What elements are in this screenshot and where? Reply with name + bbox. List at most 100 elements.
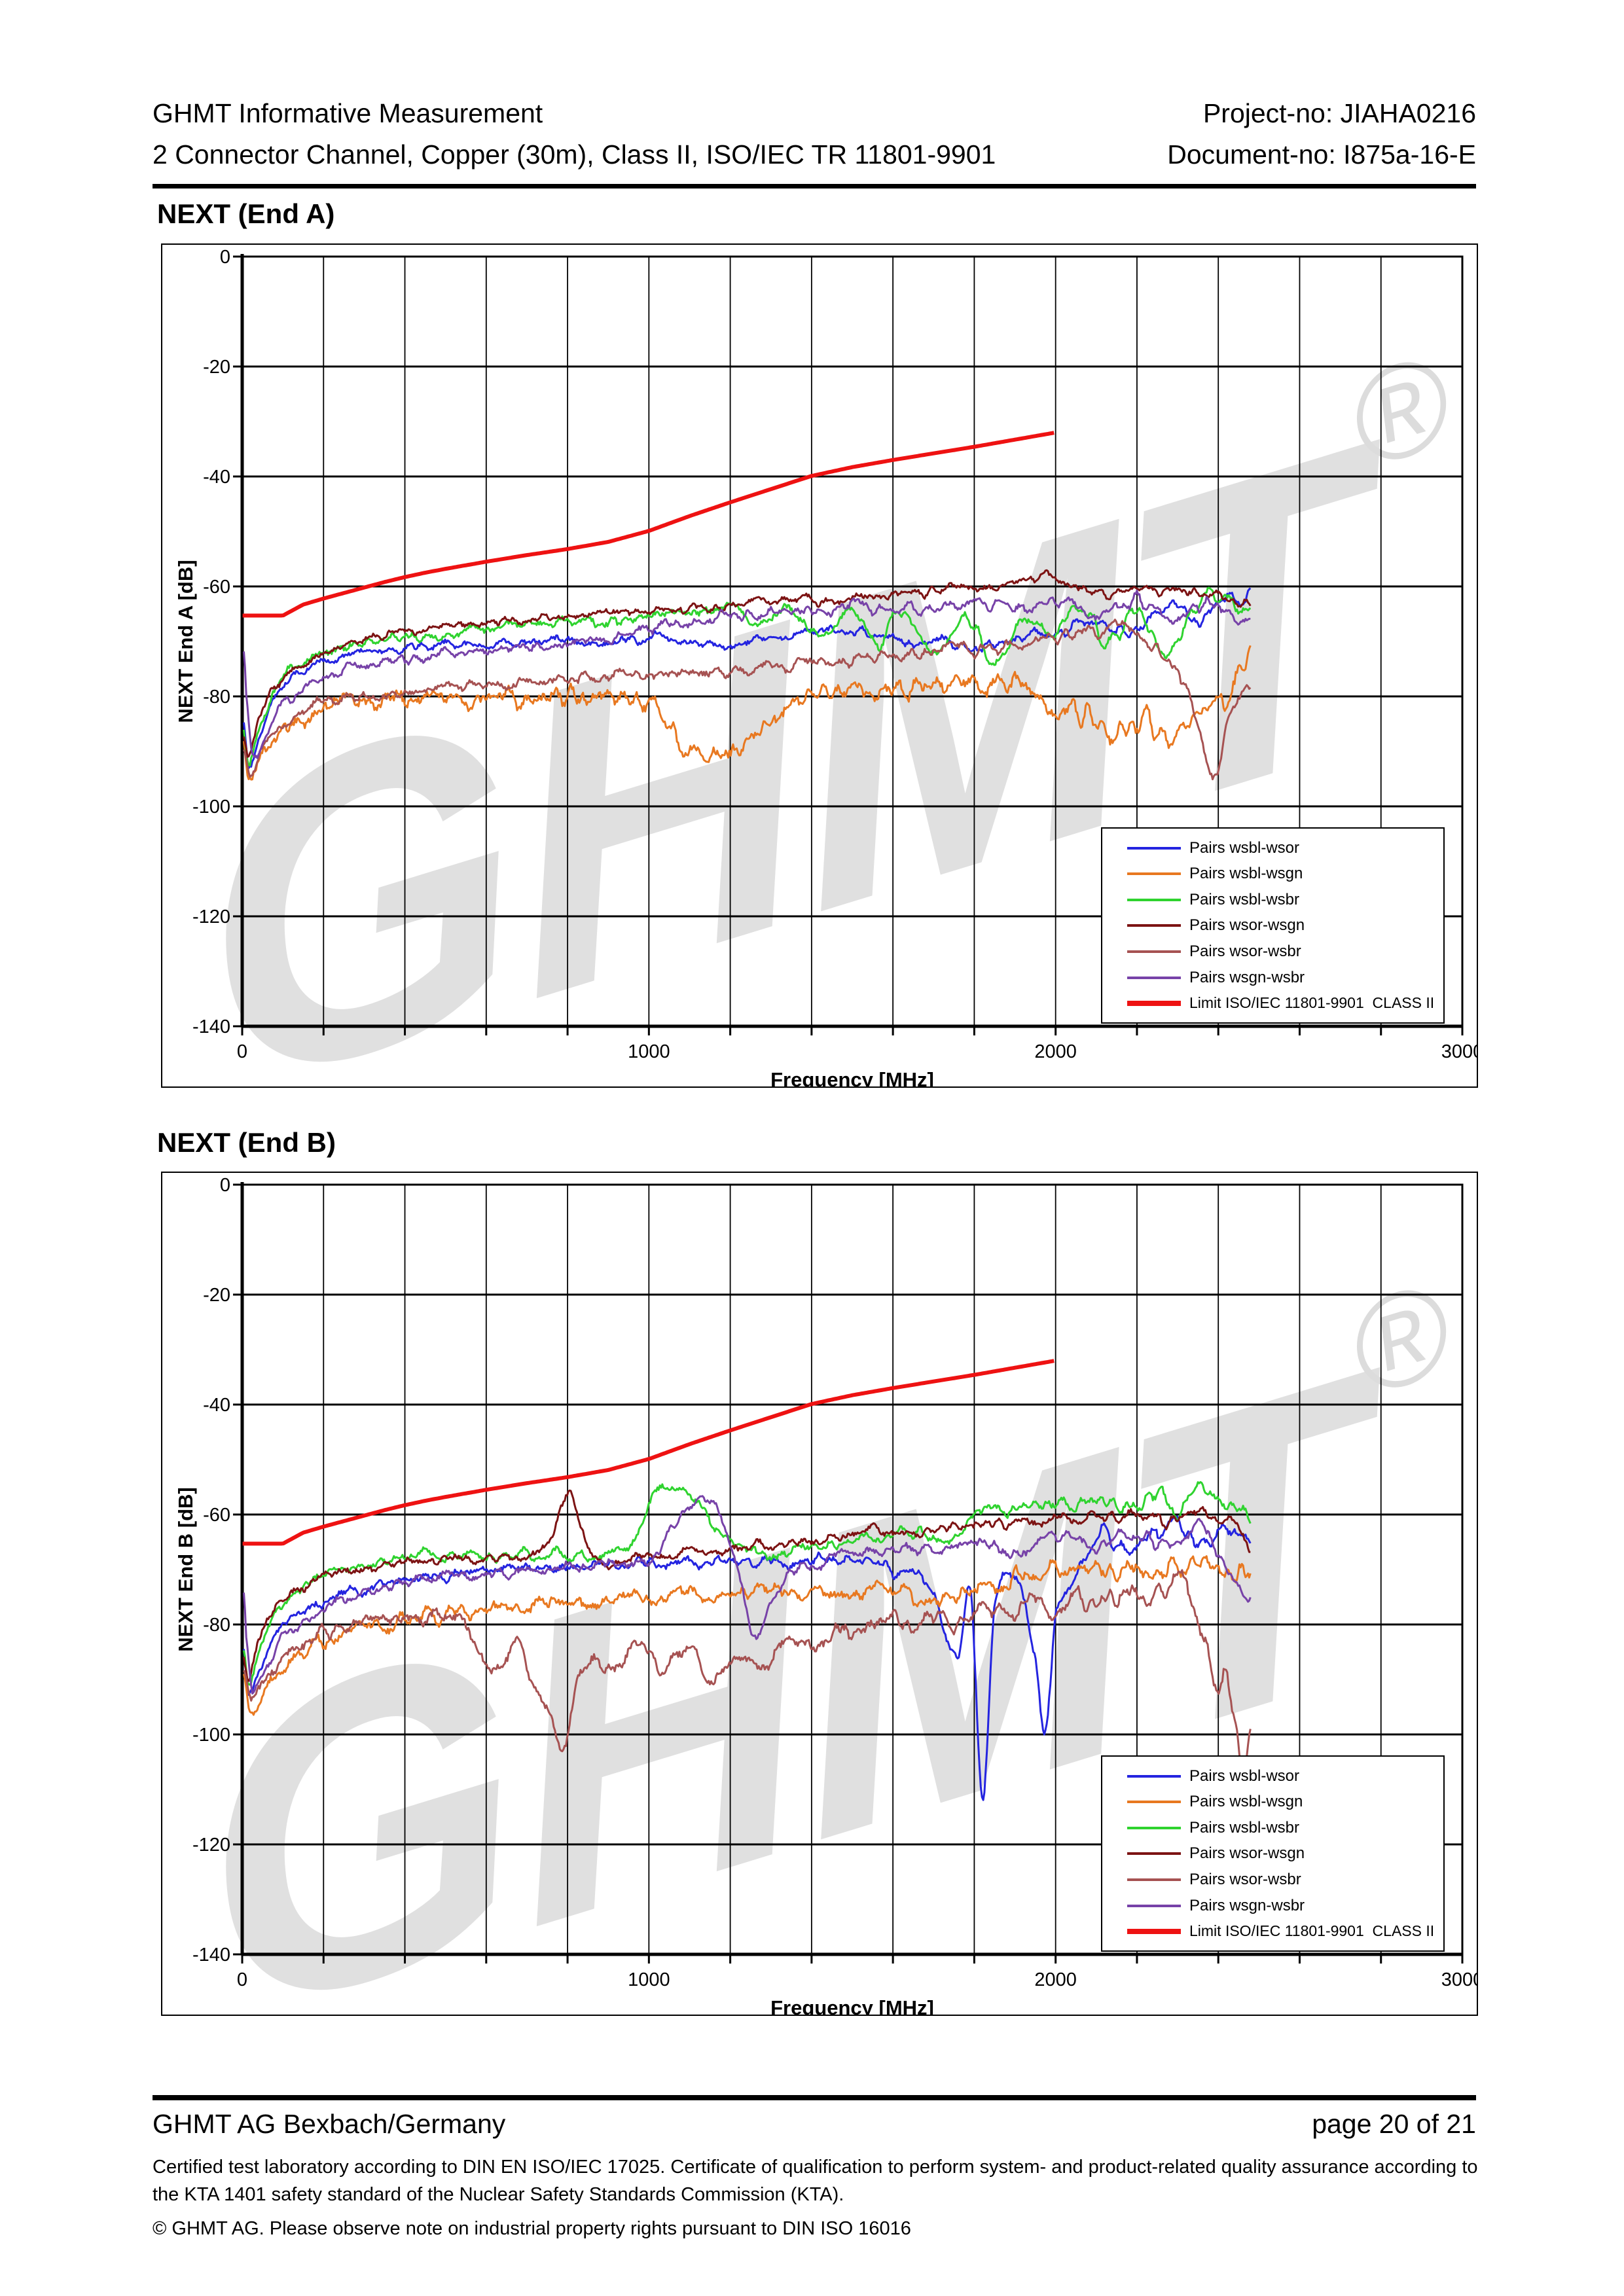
legend-item-label: Pairs wsor-wsbr [1189,942,1301,961]
series-line-pairs-wsor-wsbr [243,1569,1252,1778]
legend-line-sample [1127,898,1181,901]
legend-line-sample [1127,1000,1181,1006]
chart-b-legend: Pairs wsbl-wsor Pairs wsbl-wsgn Pairs wsbl… [1101,1755,1445,1952]
series-line-pairs-wsor-wsgn [243,569,1252,758]
legend-item: Pairs wsbl-wsor [1127,839,1439,857]
x-tick-label: 3000 [1441,1041,1478,1062]
y-tick-label: -100 [192,1725,230,1746]
x-axis-label: Frequency [MHz] [770,1068,934,1088]
x-tick-label: 1000 [628,1969,670,1990]
y-tick-label: -120 [192,906,230,927]
legend-item-label: Pairs wsbl-wsgn [1189,865,1303,883]
legend-item: Pairs wsbl-wsor [1127,1767,1439,1785]
y-axis-label: NEXT End B [dB] [174,1487,197,1651]
legend-item: Pairs wsbl-wsgn [1127,865,1439,883]
footer-certification: Certified test laboratory according to D… [153,2157,1478,2206]
series-group [242,1359,1252,1801]
y-tick-label: 0 [220,247,230,268]
legend-item: Pairs wsor-wsbr [1127,1871,1439,1889]
y-tick-label: -140 [192,1945,230,1965]
x-tick-label: 2000 [1034,1041,1077,1062]
series-line-pairs-wsbl-wsor [243,1515,1252,1801]
legend-item: Pairs wsbl-wsgn [1127,1793,1439,1811]
chart-a-legend: Pairs wsbl-wsor Pairs wsbl-wsgn Pairs wsbl… [1101,827,1445,1024]
header-title: GHMT Informative Measurement [153,98,543,128]
legend-line-sample [1127,1928,1181,1934]
legend-line-sample [1127,872,1181,876]
legend-item-label: Pairs wsor-wsbr [1189,1871,1301,1889]
footer-copyright: © GHMT AG. Please observe note on indust… [153,2218,911,2239]
header-rule [153,184,1476,188]
chart-a-title: NEXT (End A) [157,198,335,229]
x-tick-label: 3000 [1441,1969,1478,1990]
legend-item: Pairs wsgn-wsbr [1127,969,1439,987]
x-axis-label: Frequency [MHz] [770,1996,934,2016]
series-line-pairs-wsgn-wsbr [243,589,1251,759]
legend-item-label: Pairs wsbl-wsbr [1189,890,1300,908]
legend-item-label: Pairs wsbl-wsbr [1189,1818,1300,1837]
series-line-pairs-wsbl-wsbr [243,1480,1252,1686]
x-tick-label: 0 [237,1969,247,1990]
legend-line-sample [1127,976,1181,979]
legend-item-label: Pairs wsgn-wsbr [1189,968,1305,986]
chart-b-plot: 0 1000 2000 3000 0 -20 -40 -60 -80 -100 -120 -140 Fr… [174,1175,1478,2016]
legend-item-label: Pairs wsbl-wsgn [1189,1793,1303,1811]
legend-item-label: Pairs wsgn-wsbr [1189,1896,1305,1914]
legend-item: Pairs wsor-wsgn [1127,916,1439,935]
y-tick-label: -20 [203,357,230,378]
y-tick-label: -60 [203,577,230,598]
header-row-2: 2 Connector Channel, Copper (30m), Class… [153,139,1476,170]
legend-item: Pairs wsgn-wsbr [1127,1897,1439,1915]
header-row-1: GHMT Informative Measurement Project-no:… [153,98,1476,129]
legend-line-sample [1127,950,1181,954]
legend-line-sample [1127,1878,1181,1882]
y-tick-label: -40 [203,1395,230,1416]
legend-item-label: Pairs wsbl-wsor [1189,1767,1300,1785]
legend-item: Pairs wsbl-wsbr [1127,1819,1439,1837]
legend-line-sample [1127,924,1181,927]
y-tick-label: 0 [220,1175,230,1196]
legend-item-label: Limit ISO/IEC 11801-9901 CLASS II [1189,994,1435,1012]
legend-item: Limit ISO/IEC 11801-9901 CLASS II [1127,994,1439,1012]
x-tick-label: 0 [237,1041,247,1062]
legend-line-sample [1127,1801,1181,1804]
legend-line-sample [1127,846,1181,850]
y-tick-label: -80 [203,1615,230,1636]
legend-item: Pairs wsor-wsbr [1127,942,1439,961]
series-line-limit-iso-iec-11801-9901-class-ii [242,431,1055,618]
legend-item-label: Limit ISO/IEC 11801-9901 CLASS II [1189,1922,1435,1940]
footer-company: GHMT AG Bexbach/Germany [153,2109,506,2139]
y-tick-label: -120 [192,1835,230,1856]
y-tick-label: -140 [192,1016,230,1037]
legend-item-label: Pairs wsor-wsgn [1189,916,1305,935]
series-line-pairs-wsgn-wsbr [243,1495,1252,1695]
y-tick-label: -40 [203,467,230,488]
y-tick-label: -100 [192,797,230,817]
footer-page-number: page 20 of 21 [1312,2109,1476,2139]
x-tick-label: 2000 [1034,1969,1077,1990]
footer-row: GHMT AG Bexbach/Germany page 20 of 21 [153,2109,1476,2140]
legend-item: Limit ISO/IEC 11801-9901 CLASS II [1127,1922,1439,1940]
series-line-pairs-wsor-wsgn [243,1489,1251,1682]
legend-line-sample [1127,1904,1181,1907]
series-group [242,431,1252,781]
series-line-pairs-wsbl-wsgn [243,645,1252,781]
chart-b-figure: GHMT ® 0 1000 2000 3000 0 -20 -40 -60 -80 -100 -120… [161,1172,1478,2016]
legend-line-sample [1127,1774,1181,1778]
legend-item: Pairs wsor-wsgn [1127,1844,1439,1863]
series-line-limit-iso-iec-11801-9901-class-ii [242,1359,1055,1546]
series-line-pairs-wsor-wsbr [243,619,1252,781]
series-line-pairs-wsbl-wsgn [243,1555,1252,1716]
legend-line-sample [1127,1852,1181,1856]
header-project-no: Project-no: JIAHA0216 [1202,98,1476,128]
y-tick-label: -80 [203,687,230,708]
header-document-no: Document-no: I875a-16-E [1167,139,1476,170]
legend-item-label: Pairs wsor-wsgn [1189,1844,1305,1863]
legend-item-label: Pairs wsbl-wsor [1189,838,1300,857]
header-subtitle: 2 Connector Channel, Copper (30m), Class… [153,139,996,170]
y-tick-label: -60 [203,1505,230,1526]
legend-line-sample [1127,1826,1181,1829]
x-tick-label: 1000 [628,1041,670,1062]
series-line-pairs-wsbl-wsor [243,587,1252,770]
